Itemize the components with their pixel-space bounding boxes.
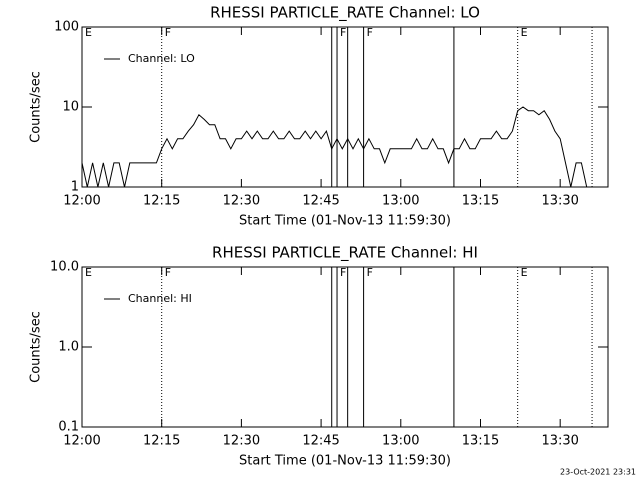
- footer: 23-Oct-2021 23:31: [560, 468, 636, 477]
- flag-label: F: [165, 266, 171, 279]
- x-axis-label: Start Time (01-Nov-13 11:59:30): [239, 214, 451, 229]
- chart-title: RHESSI PARTICLE_RATE Channel: HI: [212, 244, 478, 263]
- data-line: [81, 106, 588, 188]
- y-axis-label: Counts/sec: [29, 71, 44, 143]
- x-tick-label: 13:30: [541, 194, 578, 209]
- y-tick-label: 100: [54, 20, 79, 35]
- flag-label: F: [367, 26, 373, 39]
- x-tick-label: 12:30: [223, 194, 260, 209]
- flag-label: F: [165, 26, 171, 39]
- flag-label: E: [521, 266, 528, 279]
- x-tick-label: 12:30: [223, 434, 260, 449]
- y-tick-label: 10: [62, 100, 79, 115]
- x-tick-label: 13:15: [462, 434, 499, 449]
- flag-label: F: [367, 266, 373, 279]
- legend-label: Channel: HI: [128, 292, 192, 305]
- x-tick-label: 12:15: [143, 194, 180, 209]
- y-tick-label: 10.0: [50, 260, 79, 275]
- chart-title: RHESSI PARTICLE_RATE Channel: LO: [210, 4, 480, 23]
- x-tick-label: 13:00: [382, 434, 419, 449]
- x-tick-label: 13:00: [382, 194, 419, 209]
- x-tick-label: 12:00: [63, 434, 100, 449]
- x-tick-label: 12:00: [63, 194, 100, 209]
- x-tick-label: 12:45: [302, 434, 339, 449]
- legend-label: Channel: LO: [128, 52, 195, 65]
- flag-label: E: [85, 26, 92, 39]
- y-tick-label: 1: [71, 180, 79, 195]
- x-tick-label: 12:45: [302, 194, 339, 209]
- y-axis-label: Counts/sec: [29, 311, 44, 383]
- x-axis-label: Start Time (01-Nov-13 11:59:30): [239, 454, 451, 469]
- x-tick-label: 13:30: [541, 434, 578, 449]
- y-tick-label: 1.0: [58, 340, 79, 355]
- flag-label: F: [340, 266, 346, 279]
- flag-label: F: [340, 26, 346, 39]
- flag-label: E: [521, 26, 528, 39]
- y-tick-label: 0.1: [58, 420, 79, 435]
- flag-label: E: [85, 266, 92, 279]
- x-tick-label: 13:15: [462, 194, 499, 209]
- x-tick-label: 12:15: [143, 434, 180, 449]
